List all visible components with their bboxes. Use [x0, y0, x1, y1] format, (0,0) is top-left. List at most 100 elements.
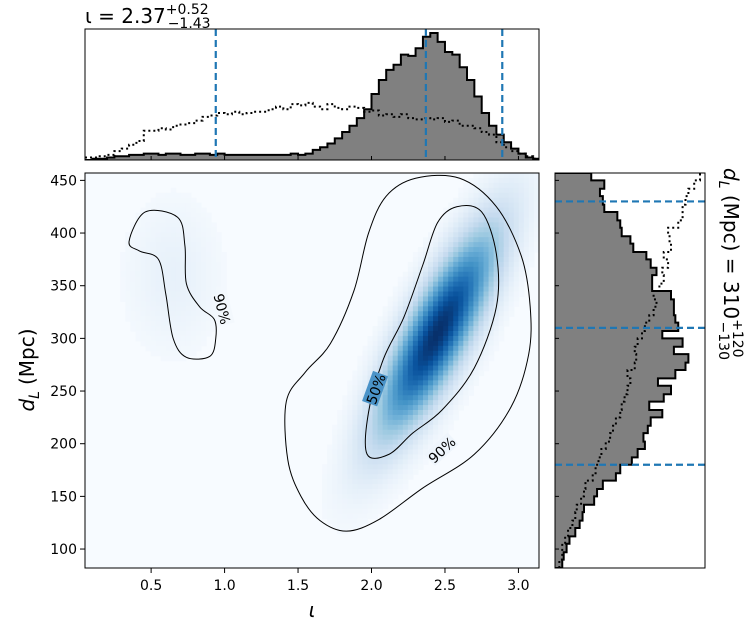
heatmap-cell [332, 503, 338, 510]
heatmap-cell [140, 222, 147, 228]
heatmap-cell [175, 237, 182, 243]
heatmap-cell [170, 331, 177, 337]
heatmap-cell [190, 350, 197, 357]
heatmap-cell [135, 291, 142, 298]
heatmap-cell [140, 247, 147, 253]
heatmap-cell [392, 321, 399, 327]
heatmap-cell [135, 266, 142, 273]
heatmap-cell [327, 503, 333, 510]
heatmap-cell [488, 217, 495, 223]
heatmap-cell [412, 395, 419, 401]
heatmap-cell [185, 227, 192, 233]
heatmap-cell [211, 252, 217, 258]
heatmap-cell [468, 281, 475, 288]
heatmap-cell [473, 217, 480, 223]
heatmap-cell [448, 276, 454, 283]
heatmap-cell [433, 311, 439, 317]
heatmap-cell [130, 286, 137, 293]
heatmap-cell [493, 212, 500, 219]
heatmap-cell [508, 296, 515, 302]
heatmap-cell [473, 296, 480, 302]
heatmap-cell [347, 498, 353, 505]
heatmap-cell [160, 306, 167, 312]
heatmap-cell [145, 242, 152, 248]
heatmap-cell [160, 212, 167, 219]
right-panel-frame [554, 172, 706, 569]
heatmap-cell [322, 513, 328, 520]
heatmap-cell [120, 286, 126, 293]
heatmap-cell [160, 266, 167, 273]
heatmap-cell [493, 247, 500, 253]
heatmap-cell [367, 449, 374, 456]
heatmap-cell [438, 419, 444, 426]
heatmap-cell [382, 345, 389, 352]
heatmap-cell [488, 350, 495, 357]
heatmap-cell [180, 286, 187, 293]
heatmap-cell [367, 434, 374, 441]
heatmap-cell [443, 326, 449, 332]
heatmap-cell [523, 207, 530, 214]
heatmap-cell [382, 434, 389, 441]
heatmap-cell [387, 365, 394, 372]
heatmap-cell [206, 232, 212, 238]
heatmap-cell [175, 355, 182, 362]
heatmap-cell [397, 390, 404, 396]
heatmap-cell [422, 395, 429, 401]
heatmap-cell [422, 266, 429, 273]
heatmap-cell [185, 281, 192, 288]
heatmap-cell [412, 360, 419, 367]
heatmap-cell [402, 375, 409, 381]
heatmap-cell [362, 360, 369, 367]
heatmap-cell [478, 286, 485, 293]
heatmap-cell [402, 479, 409, 485]
heatmap-cell [367, 464, 374, 470]
heatmap-cell [453, 365, 459, 372]
heatmap-cell [190, 276, 197, 283]
heatmap-cell [190, 197, 197, 204]
heatmap-cell [362, 410, 369, 416]
heatmap-cell [195, 227, 202, 233]
heatmap-cell [347, 439, 353, 446]
heatmap-cell [170, 316, 177, 322]
heatmap-cell [468, 222, 475, 228]
heatmap-cell [357, 469, 364, 475]
heatmap-cell [357, 390, 364, 396]
heatmap-cell [397, 474, 404, 480]
heatmap-cell [528, 217, 535, 223]
heatmap-cell [518, 271, 525, 278]
heatmap-cell [357, 375, 364, 381]
heatmap-cell [402, 434, 409, 441]
heatmap-cell [397, 479, 404, 485]
heatmap-cell [422, 286, 429, 293]
heatmap-cell [352, 444, 358, 451]
heatmap-cell [211, 306, 217, 312]
heatmap-cell [407, 474, 414, 480]
heatmap-cell [498, 306, 505, 312]
x-tick-label: 2.5 [434, 578, 456, 594]
heatmap-cell [150, 301, 157, 307]
heatmap-cell [397, 464, 404, 470]
heatmap-cell [145, 256, 152, 263]
heatmap-cell [528, 173, 535, 179]
heatmap-cell [503, 197, 510, 204]
heatmap-cell [428, 390, 434, 396]
heatmap-cell [150, 271, 157, 278]
heatmap-cell [327, 454, 333, 460]
heatmap-cell [533, 227, 539, 233]
heatmap-cell [382, 484, 389, 490]
heatmap-cell [453, 242, 459, 248]
heatmap-cell [190, 331, 197, 337]
heatmap-cell [185, 247, 192, 253]
heatmap-cell [130, 296, 137, 302]
heatmap-cell [372, 410, 379, 416]
heatmap-cell [428, 252, 434, 258]
heatmap-cell [367, 340, 374, 347]
heatmap-cell [528, 237, 535, 243]
heatmap-cell [473, 331, 480, 337]
heatmap-cell [458, 286, 464, 293]
heatmap-cell [195, 281, 202, 288]
heatmap-cell [433, 405, 439, 411]
heatmap-cell [145, 237, 152, 243]
heatmap-cell [392, 434, 399, 441]
heatmap-cell [428, 286, 434, 293]
